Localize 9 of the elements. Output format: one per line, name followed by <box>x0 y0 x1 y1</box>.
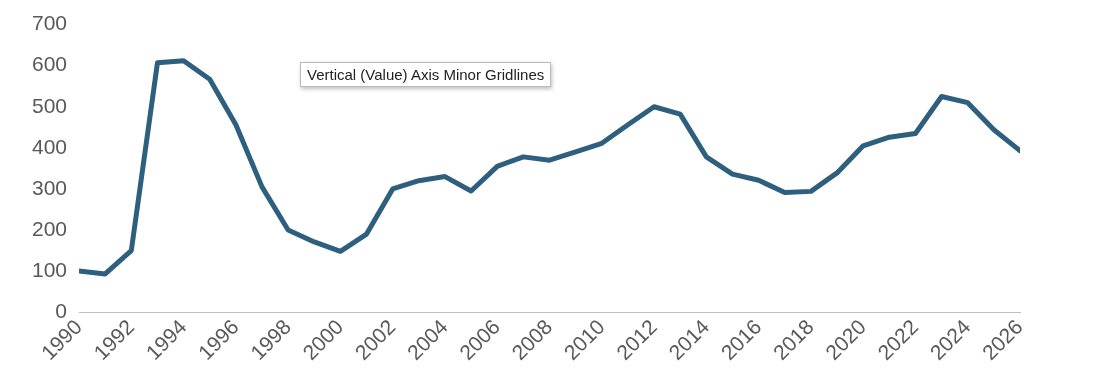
annotation: Vertical (Value) Axis Minor Gridlines <box>300 62 552 87</box>
y-tick-label: 300 <box>31 175 68 199</box>
y-tick-label: 100 <box>31 257 68 281</box>
y-tick-label: 600 <box>31 52 68 76</box>
y-tick-label: 700 <box>31 11 68 35</box>
y-tick-label: 200 <box>31 216 68 240</box>
y-tick-label: 0 <box>55 298 68 322</box>
y-tick-label: 500 <box>31 93 68 117</box>
y-tick-label: 400 <box>31 134 68 158</box>
